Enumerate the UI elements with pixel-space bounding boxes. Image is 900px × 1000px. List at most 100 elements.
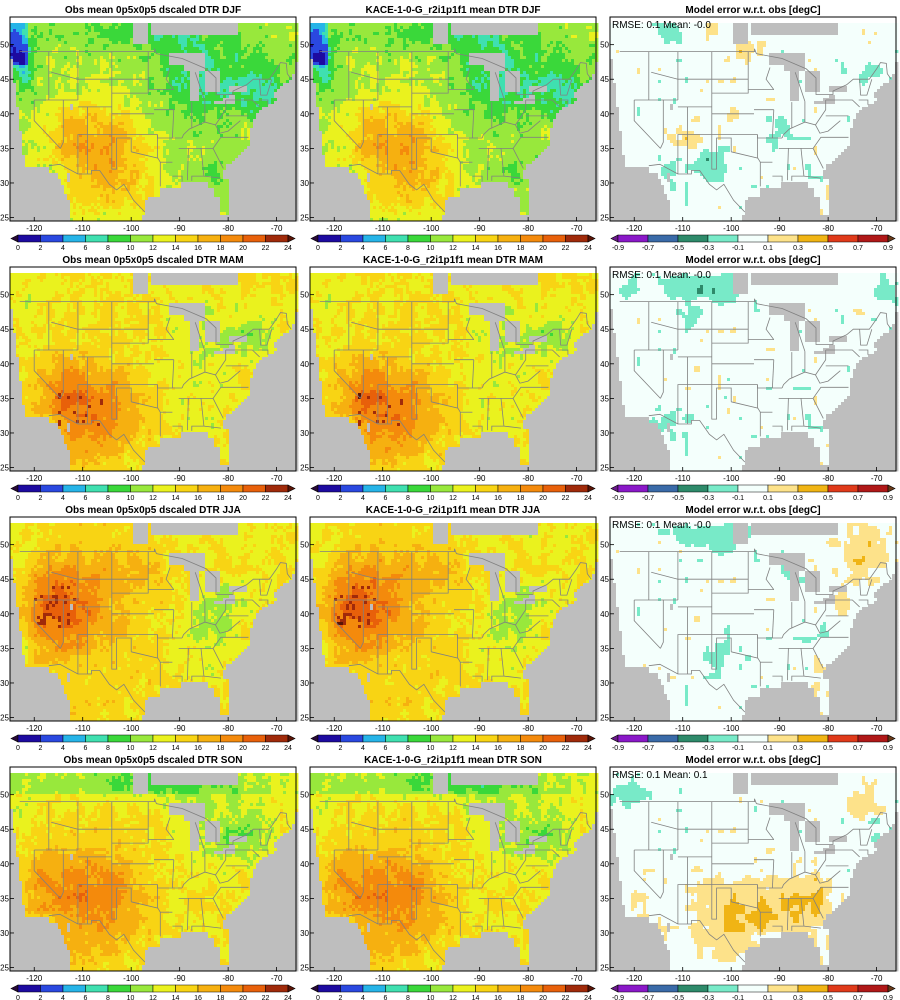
- colorbar-max-arrow: [288, 235, 295, 242]
- colorbar-tick-label: 0: [16, 495, 20, 502]
- colorbar-segment: [341, 985, 364, 992]
- colorbar-segment: [431, 235, 454, 242]
- lon-tick-label: -80: [522, 974, 534, 983]
- lat-tick-label: 40: [300, 860, 309, 869]
- panel-title: Model error w.r.t. obs [degC]: [685, 505, 820, 516]
- lon-tick-label: -70: [871, 724, 883, 733]
- colorbar-segment: [86, 985, 109, 992]
- lon-tick-label: -90: [774, 474, 786, 483]
- colorbar-segment: [318, 985, 341, 992]
- colorbar-segment: [176, 735, 199, 742]
- colorbar-segment: [453, 235, 476, 242]
- stats-label: RMSE: 0.1 Mean: -0.0: [612, 20, 711, 31]
- colorbar-tick-label: 18: [517, 995, 525, 1000]
- colorbar-tick-label: -0.7: [642, 995, 654, 1000]
- colorbar-segment: [408, 235, 431, 242]
- colorbar-segment: [318, 485, 341, 492]
- panel-jja-value-0: Obs mean 0p5x0p5 dscaled DTR JJA25303540…: [0, 505, 298, 752]
- panel-son-value-0: Obs mean 0p5x0p5 dscaled DTR SON25303540…: [0, 755, 298, 1000]
- lat-tick-label: 40: [300, 610, 309, 619]
- lat-tick-label: 25: [0, 214, 9, 223]
- colorbar-tick-label: 12: [449, 745, 457, 752]
- lon-tick-label: -80: [222, 474, 234, 483]
- colorbar-segment: [266, 985, 289, 992]
- lat-tick-label: 30: [0, 429, 9, 438]
- lon-tick-label: -110: [375, 474, 391, 483]
- colorbar-segment: [131, 735, 154, 742]
- lat-tick-label: 30: [600, 429, 609, 438]
- lat-tick-label: 50: [300, 41, 309, 50]
- lon-tick-label: -90: [174, 724, 186, 733]
- colorbar-tick-label: 12: [449, 245, 457, 252]
- lat-tick-label: 45: [0, 825, 9, 834]
- lon-tick-label: -90: [474, 224, 486, 233]
- lat-tick-label: 50: [600, 791, 609, 800]
- colorbar-tick-label: 10: [427, 745, 435, 752]
- colorbar-tick-label: 2: [39, 245, 43, 252]
- lat-tick-label: 25: [0, 714, 9, 723]
- panel-title: KACE-1-0-G_r2i1p1f1 mean DTR JJA: [366, 505, 541, 516]
- colorbar-segment: [521, 985, 544, 992]
- colorbar-segment: [108, 235, 131, 242]
- lat-tick-label: 25: [600, 464, 609, 473]
- lon-tick-label: -100: [723, 224, 740, 233]
- colorbar-tick-label: 18: [517, 745, 525, 752]
- lat-tick-label: 45: [600, 575, 609, 584]
- colorbar-segment: [18, 485, 41, 492]
- lat-tick-label: 25: [300, 464, 309, 473]
- colorbar-segment: [521, 485, 544, 492]
- colorbar-segment: [18, 735, 41, 742]
- colorbar-tick-label: 2: [39, 745, 43, 752]
- lat-tick-label: 30: [600, 179, 609, 188]
- lat-tick-label: 45: [600, 75, 609, 84]
- colorbar-tick-label: 0.3: [793, 495, 803, 502]
- colorbar-tick-label: 0.5: [823, 995, 833, 1000]
- colorbar-segment: [798, 235, 828, 242]
- colorbar-segment: [63, 235, 86, 242]
- colorbar-tick-label: 0.9: [883, 245, 893, 252]
- map-raster: [10, 517, 298, 721]
- panel-title: KACE-1-0-G_r2i1p1f1 mean DTR SON: [364, 755, 542, 766]
- lat-tick-label: 50: [600, 41, 609, 50]
- colorbar-tick-label: 22: [262, 245, 270, 252]
- panel-title: KACE-1-0-G_r2i1p1f1 mean DTR MAM: [363, 255, 543, 266]
- panel-son-error-2: Model error w.r.t. obs [degC]25303540455…: [600, 755, 898, 1000]
- lon-tick-label: -100: [123, 474, 140, 483]
- lon-tick-label: -110: [75, 474, 91, 483]
- lat-tick-label: 40: [0, 860, 9, 869]
- lon-tick-label: -90: [774, 724, 786, 733]
- colorbar-segment: [453, 735, 476, 742]
- colorbar-tick-label: 14: [472, 745, 480, 752]
- panel-title: Model error w.r.t. obs [degC]: [685, 255, 820, 266]
- map-raster: [10, 17, 298, 221]
- colorbar-segment: [431, 735, 454, 742]
- colorbar-segment: [86, 235, 109, 242]
- colorbar-segment: [566, 235, 589, 242]
- colorbar-tick-label: 18: [217, 245, 225, 252]
- colorbar-tick-label: 8: [406, 995, 410, 1000]
- lat-tick-label: 40: [600, 610, 609, 619]
- lon-tick-label: -70: [271, 974, 283, 983]
- colorbar-segment: [476, 235, 499, 242]
- panel-title: Obs mean 0p5x0p5 dscaled DTR SON: [64, 755, 243, 766]
- colorbar-tick-label: 12: [149, 495, 157, 502]
- lon-tick-label: -100: [723, 474, 740, 483]
- colorbar-segment: [678, 735, 708, 742]
- colorbar-segment: [521, 735, 544, 742]
- colorbar-segment: [828, 485, 858, 492]
- colorbar-segment: [153, 735, 176, 742]
- colorbar-segment: [221, 485, 244, 492]
- lon-tick-label: -100: [123, 974, 140, 983]
- colorbar-min-arrow: [11, 735, 18, 742]
- map-raster: [610, 773, 898, 971]
- colorbar-segment: [221, 735, 244, 742]
- map-raster: [310, 17, 598, 221]
- lon-tick-label: -80: [222, 724, 234, 733]
- lat-tick-label: 35: [600, 644, 609, 653]
- lat-tick-label: 40: [0, 610, 9, 619]
- colorbar-tick-label: 8: [106, 745, 110, 752]
- colorbar-segment: [386, 235, 409, 242]
- colorbar-max-arrow: [288, 985, 295, 992]
- lon-tick-label: -80: [222, 974, 234, 983]
- colorbar-segment: [363, 735, 386, 742]
